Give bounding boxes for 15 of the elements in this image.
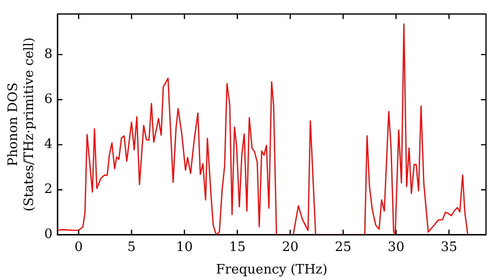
- y-tick-label: 8: [44, 46, 52, 62]
- x-tick-label: 0: [74, 240, 83, 255]
- y-tick-label: 4: [44, 137, 52, 152]
- y-tick-label: 6: [44, 92, 52, 107]
- x-tick-label: 15: [229, 240, 246, 255]
- x-tick-label: 35: [440, 240, 458, 255]
- x-tick-label: 5: [127, 240, 136, 255]
- y-tick-label: 2: [44, 182, 52, 198]
- x-tick-label: 10: [176, 240, 193, 255]
- x-tick-label: 25: [334, 240, 352, 255]
- x-tick-label: 30: [388, 240, 404, 255]
- x-axis-title: Frequency (THz): [216, 262, 328, 278]
- x-tick-label: 20: [282, 240, 299, 255]
- y-tick-label: 0: [44, 227, 52, 242]
- y-axis-title: Phonon DOS (States/THz·primitive cell): [6, 37, 37, 212]
